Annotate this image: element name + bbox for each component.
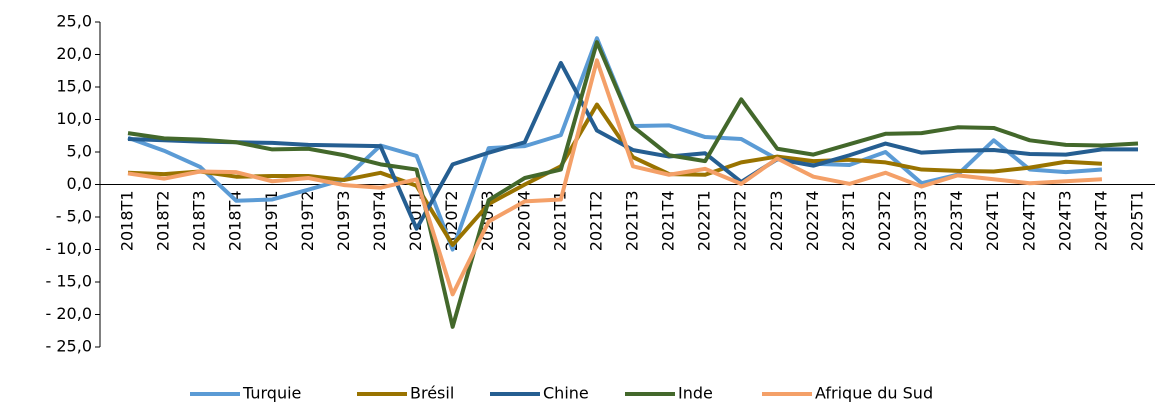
- x-tick-label: 2020T1: [406, 191, 425, 252]
- x-tick-label: 2021T1: [550, 191, 569, 252]
- y-tick-label: - 15,0: [46, 272, 92, 291]
- x-tick-label: 2021T3: [623, 191, 642, 252]
- x-tick-label: 2022T3: [767, 191, 786, 252]
- x-tick-label: 2024T1: [983, 191, 1002, 252]
- legend-label: Chine: [543, 384, 589, 403]
- y-tick-label: - 25,0: [46, 337, 92, 356]
- series-line: [127, 58, 1103, 297]
- series-line: [127, 60, 1138, 231]
- y-tick-label: 0,0: [67, 174, 92, 193]
- y-tick-label: - 20,0: [46, 304, 92, 323]
- x-tick-label: 2023T3: [911, 191, 930, 252]
- y-tick-label: - 10,0: [46, 239, 92, 258]
- x-tick-label: 2023T2: [875, 191, 894, 252]
- legend-label: Turquie: [242, 384, 301, 403]
- y-tick-label: 5,0: [67, 142, 92, 161]
- x-tick-label: 2018T3: [190, 191, 209, 252]
- x-tick-label: 2018T2: [154, 191, 173, 252]
- x-tick-label: 2023T4: [947, 191, 966, 252]
- x-tick-label: 2019T1: [262, 191, 281, 252]
- x-tick-label: 2024T2: [1019, 191, 1038, 252]
- legend-label: Inde: [678, 384, 713, 403]
- x-tick-label: 2021T2: [586, 191, 605, 252]
- x-tick-label: 2018T4: [226, 191, 245, 252]
- legend-label: Brésil: [410, 384, 454, 403]
- x-tick-label: 2024T4: [1091, 191, 1110, 252]
- y-tick-label: - 5,0: [56, 207, 92, 226]
- x-tick-label: 2019T3: [334, 191, 353, 252]
- x-tick-label: 2023T1: [839, 191, 858, 252]
- series-line: [127, 102, 1103, 247]
- x-tick-label: 2022T2: [731, 191, 750, 252]
- series-line: [127, 40, 1139, 329]
- x-tick-label: 2024T3: [1055, 191, 1074, 252]
- x-tick-label: 2022T1: [695, 191, 714, 252]
- legend-label: Afrique du Sud: [815, 384, 933, 403]
- y-tick-label: 25,0: [56, 12, 92, 31]
- x-tick-label: 2019T4: [370, 191, 389, 252]
- y-tick-label: 20,0: [56, 44, 92, 63]
- y-tick-label: 10,0: [56, 109, 92, 128]
- y-tick-label: 15,0: [56, 77, 92, 96]
- x-tick-label: 2018T1: [118, 191, 137, 252]
- x-tick-label: 2025T1: [1128, 191, 1147, 252]
- x-tick-label: 2019T2: [298, 191, 317, 252]
- x-tick-label: 2021T4: [659, 191, 678, 252]
- x-tick-label: 2022T4: [803, 191, 822, 252]
